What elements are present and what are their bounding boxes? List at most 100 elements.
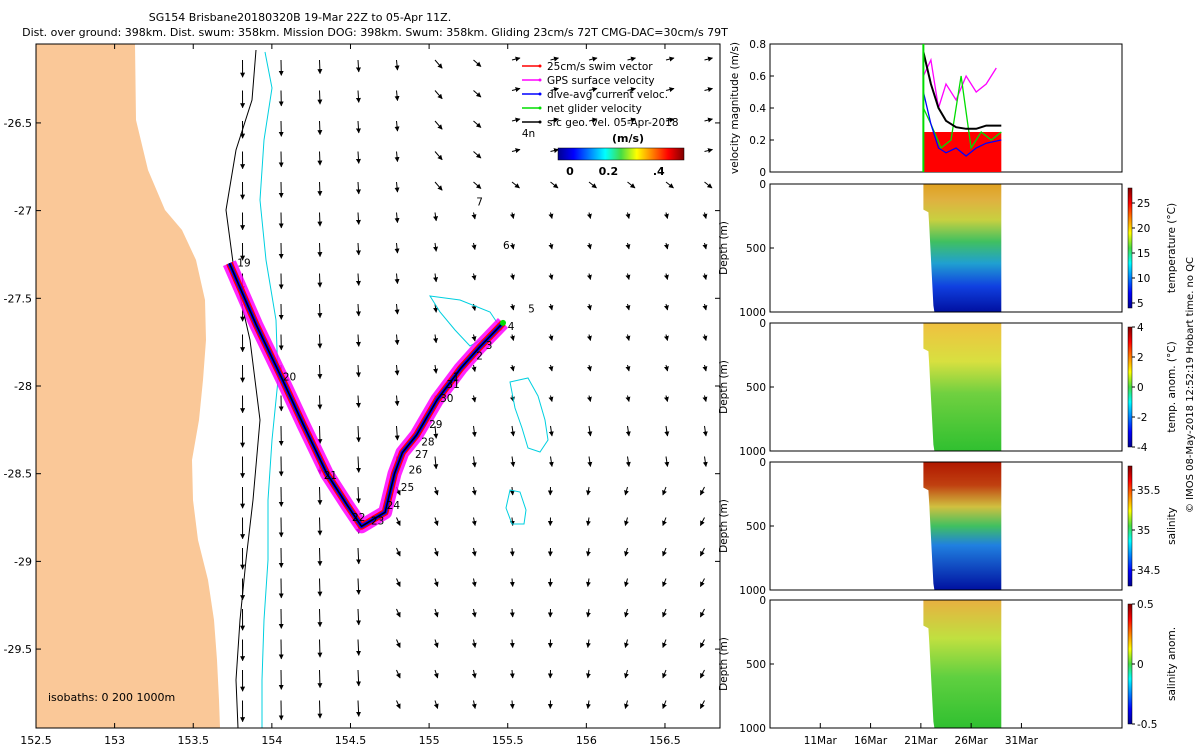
sfc-vector <box>702 273 708 280</box>
sfc-vector <box>585 547 591 557</box>
sfc-vector <box>699 639 705 648</box>
sfc-vector <box>356 456 362 473</box>
sfc-vector <box>394 425 400 441</box>
sfc-vector <box>587 425 593 437</box>
isobaths-label: isobaths: 0 200 1000m <box>48 691 175 704</box>
sfc-vector <box>317 578 323 597</box>
sfc-vector <box>317 212 323 227</box>
sfc-vector <box>624 547 629 557</box>
sfc-vector <box>665 56 675 62</box>
sfc-vector <box>509 486 515 496</box>
credit-text: © IMOS 08-May-2018 12:52:19 Hobart time.… <box>1185 257 1196 513</box>
depth-axis-label: Depth (m) <box>718 499 730 553</box>
depth-tick-label: 1000 <box>739 723 766 735</box>
map-x-tick-label: 154.5 <box>335 734 367 747</box>
sfc-vector <box>662 669 667 679</box>
map-x-tick-label: 156 <box>576 734 597 747</box>
salinity-anomaly-panel: 0 500 1000 Depth (m) -0.5 0 0.5 salinity anom. <box>718 595 1178 735</box>
series-swim-fill <box>923 132 1002 172</box>
sfc-vector <box>434 59 443 69</box>
sfc-vector <box>624 608 629 618</box>
sfc-vector <box>471 669 477 679</box>
sfc-vector <box>702 395 708 402</box>
sfc-vector <box>433 669 439 679</box>
map-colorbar: (m/s) 0 0.2 .4 <box>557 132 685 178</box>
day-label: 4n <box>522 128 535 140</box>
panel-colorbar <box>1127 187 1133 309</box>
sfc-vector <box>317 395 323 410</box>
colorbar-tick-label: 0 <box>1137 659 1144 671</box>
figure-subtitle: Dist. over ground: 398km. Dist. swum: 35… <box>22 26 728 39</box>
sfc-vector <box>509 364 515 372</box>
sfc-vector <box>699 517 705 526</box>
sfc-vector <box>627 117 636 123</box>
sfc-vector <box>586 242 592 250</box>
sfc-vector <box>588 56 598 62</box>
colorbar-tick-label: 15 <box>1137 248 1150 260</box>
date-tick-label: 11Mar <box>804 735 838 747</box>
sfc-vector <box>434 90 443 100</box>
day-label: 29 <box>429 419 442 431</box>
day-label: 20 <box>283 372 296 384</box>
sfc-vector <box>356 700 362 717</box>
heatmap-field <box>923 462 1002 590</box>
sfc-vector <box>699 578 705 587</box>
sfc-vector <box>355 212 361 225</box>
sfc-vector <box>471 578 477 587</box>
sfc-vector <box>394 151 400 163</box>
date-x-ticks: 11Mar 16Mar 21Mar 26Mar 31Mar <box>804 723 1039 747</box>
sfc-vector <box>509 669 515 679</box>
figure-title: SG154 Brisbane20180320B 19-Mar 22Z to 05… <box>149 11 451 24</box>
colorbar-label: temperature (°C) <box>1166 203 1178 293</box>
depth-axis-label: Depth (m) <box>718 360 730 414</box>
sfc-vector <box>433 364 439 374</box>
depth-tick-label: 0 <box>759 457 766 469</box>
sfc-vector <box>355 364 361 378</box>
sfc-vector <box>548 395 554 402</box>
sfc-vector <box>585 700 591 709</box>
colorbar-tick-label: 25 <box>1137 198 1150 210</box>
sfc-vector <box>317 120 323 136</box>
sfc-vector <box>509 547 515 557</box>
colorbar-tick-label: 34.5 <box>1137 565 1160 577</box>
sfc-vector <box>625 303 631 311</box>
sfc-vector <box>586 273 592 280</box>
sfc-vector <box>663 364 669 372</box>
map-y-tick-label: -29.5 <box>4 643 32 656</box>
map-y-ticks: -26.5 -27 -27.5 -28 -28.5 -29 -29.5 <box>4 117 720 656</box>
sfc-vector <box>704 87 713 93</box>
sfc-vector <box>433 547 439 557</box>
sfc-vector <box>473 90 482 98</box>
day-label: 23 <box>371 516 384 528</box>
day-label: 25 <box>401 482 414 494</box>
sfc-vector <box>394 90 400 102</box>
sfc-vector <box>509 608 515 618</box>
sfc-vector <box>317 547 323 567</box>
sfc-vector <box>317 90 323 105</box>
sfc-vector <box>665 87 675 93</box>
panel-colorbar <box>1127 465 1133 587</box>
sfc-vector <box>663 303 669 311</box>
sfc-vector <box>317 181 323 197</box>
depth-tick-label: 0 <box>759 179 766 191</box>
sfc-vector <box>548 425 554 437</box>
velocity-series <box>922 44 1002 172</box>
map-x-tick-label: 156.5 <box>649 734 681 747</box>
sfc-vector <box>585 486 591 496</box>
day-label: 2 <box>476 351 483 363</box>
sfc-vector <box>662 547 667 557</box>
sfc-vector <box>471 425 477 438</box>
legend-gps: GPS surface velocity <box>522 75 655 87</box>
sfc-vector <box>433 425 439 439</box>
velocity-panel: 0 0.2 0.4 0.6 0.8 velocity magnitude (m/s) <box>729 39 1123 179</box>
sfc-vector <box>433 273 439 283</box>
sfc-vector <box>550 56 559 62</box>
sfc-vector <box>624 486 629 496</box>
sfc-vector <box>317 486 323 506</box>
sfc-vector <box>471 639 477 648</box>
sfc-vector <box>511 181 520 189</box>
sfc-vector <box>586 303 592 311</box>
sfc-vector <box>317 334 323 349</box>
map-x-tick-label: 155.5 <box>492 734 524 747</box>
